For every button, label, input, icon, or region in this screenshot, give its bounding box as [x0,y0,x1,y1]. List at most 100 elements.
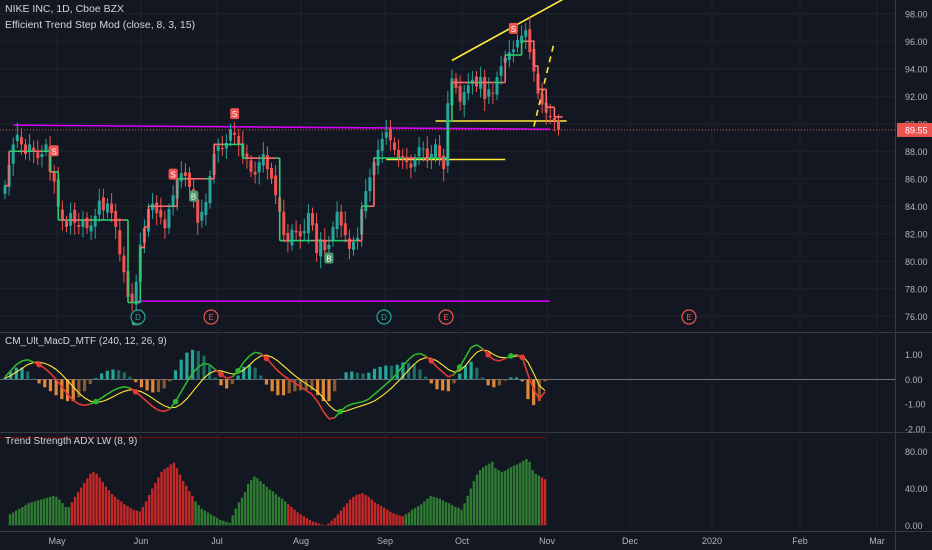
candle-body[interactable] [524,30,528,37]
candle-body[interactable] [89,225,93,232]
candle-body[interactable] [15,134,19,142]
candle-body[interactable] [557,119,560,130]
candle-body[interactable] [397,149,401,159]
candle-body[interactable] [155,202,159,214]
candle-body[interactable] [352,242,355,250]
candle-body[interactable] [511,49,515,53]
candle-body[interactable] [85,217,89,229]
sell-signal-badge[interactable] [230,108,240,120]
candle-body[interactable] [60,209,64,220]
dividend-event-marker[interactable] [376,309,392,325]
candle-body[interactable] [110,203,114,214]
candle-body[interactable] [483,77,487,99]
candle-body[interactable] [302,231,306,234]
candle-body[interactable] [298,231,302,237]
candle-body[interactable] [237,135,241,145]
candle-body[interactable] [253,171,257,175]
candle-body[interactable] [343,223,347,236]
candle-body[interactable] [44,144,48,151]
candle-body[interactable] [216,145,220,151]
last-price-tag[interactable] [897,122,932,137]
macd-panel[interactable]: 1.00 0.00 -1.00 -2.00 [0,344,926,434]
candle-body[interactable] [229,129,232,141]
candle-body[interactable] [327,244,331,250]
candle-body[interactable] [331,226,335,242]
earnings-event-marker[interactable] [203,309,219,325]
macd-indicator-title[interactable]: CM_Ult_MacD_MTF (240, 12, 26, 9) [5,336,167,347]
candle-body[interactable] [106,203,109,213]
candle-body[interactable] [233,132,237,135]
candle-body[interactable] [101,197,105,211]
candle-body[interactable] [306,213,310,234]
candle-body[interactable] [282,211,286,236]
buy-signal-badge[interactable] [189,190,199,202]
candle-body[interactable] [257,162,261,173]
candle-body[interactable] [368,177,372,192]
candle-body[interactable] [261,154,265,166]
candle-body[interactable] [540,93,544,105]
candle-body[interactable] [507,52,511,60]
candle-body[interactable] [487,89,491,97]
candle-body[interactable] [93,215,97,227]
candle-body[interactable] [323,240,327,251]
candle-body[interactable] [417,147,421,157]
candle-body[interactable] [28,144,32,152]
candle-body[interactable] [364,191,368,212]
candle-body[interactable] [384,132,388,138]
candle-body[interactable] [249,160,253,172]
candle-body[interactable] [425,148,429,161]
candle-body[interactable] [134,281,138,305]
candle-body[interactable] [224,143,228,149]
candle-body[interactable] [32,147,36,152]
candle-body[interactable] [401,155,405,157]
candle-body[interactable] [97,200,101,215]
candle-body[interactable] [36,152,40,159]
candle-body[interactable] [19,136,23,145]
sell-signal-badge[interactable] [49,145,59,157]
candle-body[interactable] [520,35,524,44]
candle-body[interactable] [40,154,44,158]
candle-body[interactable] [286,232,290,242]
candle-body[interactable] [52,171,56,182]
candle-body[interactable] [380,138,384,151]
candle-body[interactable] [421,148,425,150]
candle-body[interactable] [73,209,77,223]
price-axis[interactable]: 98.0096.0094.0092.0090.0088.0086.0084.00… [0,9,932,322]
candle-body[interactable] [462,92,466,106]
candle-body[interactable] [499,66,503,76]
candle-body[interactable] [290,229,294,246]
candle-body[interactable] [405,160,409,163]
candle-body[interactable] [114,210,118,227]
candle-body[interactable] [466,85,470,94]
candle-body[interactable] [200,211,204,221]
candle-body[interactable] [179,173,183,182]
candle-body[interactable] [438,145,442,157]
candle-body[interactable] [159,209,163,218]
candle-body[interactable] [458,85,462,102]
candle-body[interactable] [311,213,314,226]
candle-body[interactable] [245,153,249,159]
candle-body[interactable] [548,116,552,118]
candle-body[interactable] [65,221,68,227]
candle-body[interactable] [11,144,15,164]
candle-body[interactable] [413,159,417,167]
symbol-title[interactable]: NIKE INC, 1D, Cboe BZX [5,3,124,15]
candle-body[interactable] [3,185,7,194]
candle-body[interactable] [183,172,187,176]
candle-body[interactable] [475,76,478,87]
candle-body[interactable] [319,239,323,257]
indicator-title[interactable]: Efficient Trend Step Mod (close, 8, 3, 1… [5,19,195,31]
candle-body[interactable] [335,211,339,230]
sell-signal-badge[interactable] [168,168,178,180]
candle-body[interactable] [118,230,122,255]
candle-body[interactable] [442,155,446,170]
candle-body[interactable] [315,223,319,253]
candle-body[interactable] [388,128,392,141]
candle-body[interactable] [130,293,134,303]
candle-body[interactable] [429,154,433,159]
candle-body[interactable] [171,195,175,207]
time-axis[interactable]: May Jun Jul Aug Sep Oct Nov Dec 2020 Feb Mar [48,536,884,546]
buy-signal-badge[interactable] [324,252,334,264]
